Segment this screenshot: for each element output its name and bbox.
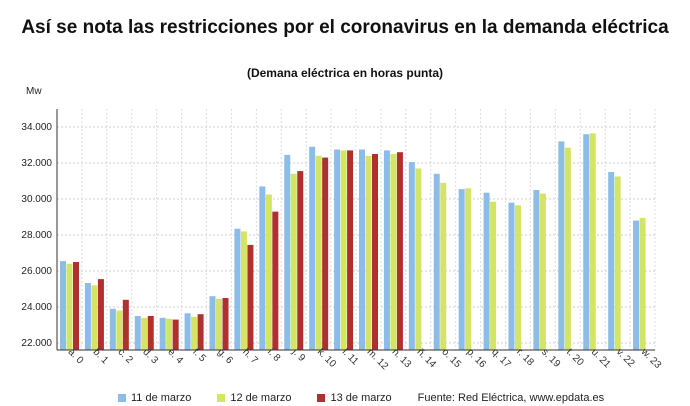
bar xyxy=(458,189,465,350)
bar xyxy=(490,201,497,350)
bar xyxy=(539,193,546,350)
bar xyxy=(265,194,272,350)
bar xyxy=(259,186,266,350)
bar xyxy=(334,149,341,350)
chart-subtitle: (Demana eléctrica en horas punta) xyxy=(246,66,444,80)
bar xyxy=(614,176,621,350)
bar xyxy=(84,283,91,350)
bar xyxy=(390,154,397,350)
bar xyxy=(122,299,129,350)
bar xyxy=(347,150,354,350)
y-tick-label: 22.000 xyxy=(21,338,52,349)
bar xyxy=(116,310,123,350)
legend-item: 11 de marzo xyxy=(118,392,191,404)
legend-label: 13 de marzo xyxy=(330,392,392,404)
bar xyxy=(639,217,646,350)
bar xyxy=(583,134,590,350)
source-note: Fuente: Red Eléctrica, www.epdata.es xyxy=(417,392,605,404)
bar xyxy=(465,188,472,350)
bar xyxy=(109,308,116,350)
bar xyxy=(240,231,247,350)
bar xyxy=(408,162,415,350)
bar xyxy=(309,146,316,350)
bar xyxy=(147,316,154,350)
bar xyxy=(60,261,66,350)
bar xyxy=(216,298,222,350)
bar xyxy=(440,182,447,350)
bar xyxy=(209,296,216,350)
bar xyxy=(359,149,365,350)
bar xyxy=(508,202,515,350)
y-tick-label: 24.000 xyxy=(21,302,52,313)
bar xyxy=(166,318,173,350)
legend-item: 12 de marzo xyxy=(217,392,291,404)
bar xyxy=(365,155,372,350)
y-axis-label: Mw xyxy=(26,86,42,97)
legend-swatch xyxy=(118,394,126,402)
bar xyxy=(297,171,304,350)
bar xyxy=(141,317,148,350)
bar xyxy=(191,316,198,350)
bar xyxy=(222,298,229,350)
y-tick-label: 34.000 xyxy=(21,122,52,133)
bar xyxy=(383,150,390,350)
bar xyxy=(97,279,104,350)
legend-swatch xyxy=(217,394,226,402)
y-tick-label: 28.000 xyxy=(21,230,52,241)
bar xyxy=(272,211,279,350)
bar xyxy=(184,313,191,350)
bar xyxy=(372,154,378,350)
y-tick-label: 26.000 xyxy=(21,266,52,277)
bar xyxy=(91,285,98,350)
legend-label: 11 de marzo xyxy=(131,392,192,404)
bar xyxy=(172,319,179,350)
bar xyxy=(633,220,640,350)
legend-label: 12 de marzo xyxy=(230,392,292,404)
bar xyxy=(66,263,73,350)
legend-item: 13 de marzo xyxy=(317,392,392,404)
bar xyxy=(290,173,297,350)
legend: 11 de marzo 12 de marzo 13 de marzo Fuen… xyxy=(118,392,630,404)
bar xyxy=(415,168,422,350)
bar xyxy=(564,147,571,350)
x-tick-label: m. 12 xyxy=(365,347,391,373)
bar xyxy=(197,314,204,350)
bar xyxy=(589,133,596,350)
bar xyxy=(134,316,141,350)
bar xyxy=(315,155,322,350)
bar xyxy=(234,228,241,350)
y-tick-label: 30.000 xyxy=(21,194,52,205)
bar xyxy=(159,317,166,350)
bar xyxy=(247,244,254,350)
bar xyxy=(396,152,403,350)
bar xyxy=(533,190,540,350)
bar xyxy=(483,192,490,350)
bar xyxy=(515,205,521,350)
y-tick-label: 32.000 xyxy=(21,158,52,169)
bar xyxy=(73,262,79,350)
bar xyxy=(284,154,291,350)
chart-title: Así se nota las restricciones por el cor… xyxy=(21,17,669,38)
legend-swatch xyxy=(317,394,326,402)
bar xyxy=(608,172,615,350)
bar xyxy=(322,157,329,350)
bar xyxy=(433,173,440,350)
bar xyxy=(558,141,565,350)
bar xyxy=(340,150,347,350)
